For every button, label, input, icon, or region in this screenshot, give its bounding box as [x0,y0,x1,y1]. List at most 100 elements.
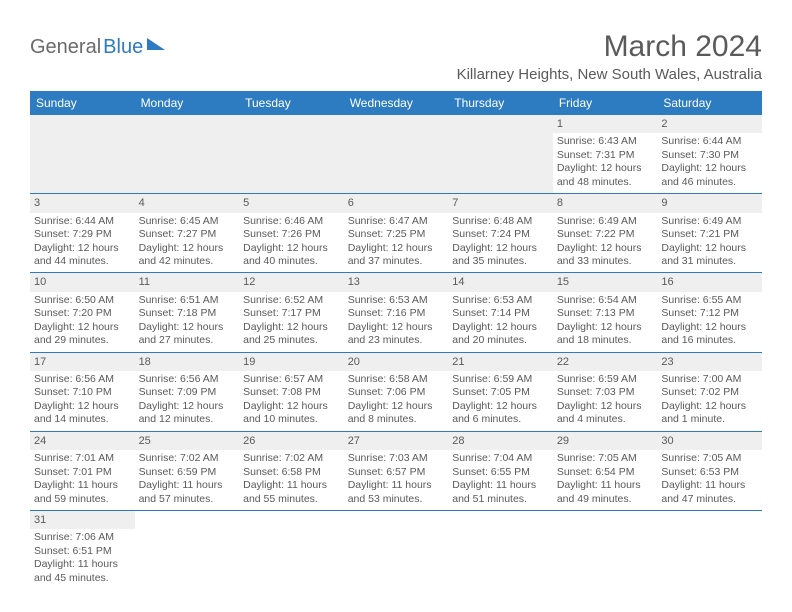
sunrise-text: Sunrise: 7:00 AM [661,373,758,386]
sunset-text: Sunset: 7:22 PM [557,228,654,241]
calendar-cell: 16Sunrise: 6:55 AMSunset: 7:12 PMDayligh… [657,273,762,352]
sunrise-text: Sunrise: 6:53 AM [452,294,549,307]
daylight-text: and 55 minutes. [243,493,340,506]
sunset-text: Sunset: 6:53 PM [661,466,758,479]
daylight-text: Daylight: 11 hours [661,479,758,492]
calendar-row: 24Sunrise: 7:01 AMSunset: 7:01 PMDayligh… [30,431,762,510]
day-number: 15 [557,276,569,288]
daylight-text: Daylight: 11 hours [34,558,131,571]
day-number-bar: 27 [344,432,449,450]
calendar-cell: 8Sunrise: 6:49 AMSunset: 7:22 PMDaylight… [553,194,658,273]
daylight-text: and 57 minutes. [139,493,236,506]
calendar-cell: 19Sunrise: 6:57 AMSunset: 7:08 PMDayligh… [239,352,344,431]
calendar: SundayMondayTuesdayWednesdayThursdayFrid… [30,91,762,589]
sunrise-text: Sunrise: 6:48 AM [452,215,549,228]
sunset-text: Sunset: 6:58 PM [243,466,340,479]
sunset-text: Sunset: 7:17 PM [243,307,340,320]
weekday-header: Wednesday [344,91,449,115]
calendar-header-row: SundayMondayTuesdayWednesdayThursdayFrid… [30,91,762,115]
day-number: 7 [452,197,458,209]
sunset-text: Sunset: 7:26 PM [243,228,340,241]
sunrise-text: Sunrise: 6:56 AM [139,373,236,386]
calendar-cell: 27Sunrise: 7:03 AMSunset: 6:57 PMDayligh… [344,431,449,510]
day-number-bar: 12 [239,273,344,291]
weekday-header: Sunday [30,91,135,115]
sunrise-text: Sunrise: 6:59 AM [452,373,549,386]
calendar-cell [135,115,240,194]
sunrise-text: Sunrise: 6:47 AM [348,215,445,228]
sunset-text: Sunset: 6:55 PM [452,466,549,479]
day-number-bar: 14 [448,273,553,291]
sunset-text: Sunset: 6:59 PM [139,466,236,479]
calendar-row: 17Sunrise: 6:56 AMSunset: 7:10 PMDayligh… [30,352,762,431]
daylight-text: and 59 minutes. [34,493,131,506]
daylight-text: and 12 minutes. [139,413,236,426]
day-number-bar: 18 [135,353,240,371]
daylight-text: and 6 minutes. [452,413,549,426]
day-number: 14 [452,276,464,288]
sunset-text: Sunset: 7:18 PM [139,307,236,320]
day-number-bar: 31 [30,511,135,529]
calendar-cell: 21Sunrise: 6:59 AMSunset: 7:05 PMDayligh… [448,352,553,431]
day-number-bar: 26 [239,432,344,450]
daylight-text: Daylight: 12 hours [139,242,236,255]
sunset-text: Sunset: 7:10 PM [34,386,131,399]
sunset-text: Sunset: 7:25 PM [348,228,445,241]
daylight-text: and 25 minutes. [243,334,340,347]
daylight-text: and 40 minutes. [243,255,340,268]
daylight-text: Daylight: 12 hours [557,242,654,255]
calendar-cell: 22Sunrise: 6:59 AMSunset: 7:03 PMDayligh… [553,352,658,431]
daylight-text: Daylight: 12 hours [661,242,758,255]
sunset-text: Sunset: 7:29 PM [34,228,131,241]
daylight-text: Daylight: 12 hours [348,400,445,413]
sunset-text: Sunset: 7:13 PM [557,307,654,320]
day-number-bar: 28 [448,432,553,450]
daylight-text: Daylight: 12 hours [34,321,131,334]
day-number: 18 [139,356,151,368]
day-number: 9 [661,197,667,209]
day-number-bar: 3 [30,194,135,212]
day-number: 10 [34,276,46,288]
calendar-cell: 23Sunrise: 7:00 AMSunset: 7:02 PMDayligh… [657,352,762,431]
daylight-text: Daylight: 12 hours [34,400,131,413]
daylight-text: and 46 minutes. [661,176,758,189]
daylight-text: and 51 minutes. [452,493,549,506]
calendar-cell: 11Sunrise: 6:51 AMSunset: 7:18 PMDayligh… [135,273,240,352]
calendar-row: 1Sunrise: 6:43 AMSunset: 7:31 PMDaylight… [30,115,762,194]
day-number-bar: 21 [448,353,553,371]
day-number-bar: 6 [344,194,449,212]
calendar-cell: 13Sunrise: 6:53 AMSunset: 7:16 PMDayligh… [344,273,449,352]
day-number: 29 [557,435,569,447]
sunset-text: Sunset: 7:12 PM [661,307,758,320]
sunset-text: Sunset: 7:06 PM [348,386,445,399]
sunrise-text: Sunrise: 6:59 AM [557,373,654,386]
daylight-text: Daylight: 12 hours [661,321,758,334]
calendar-row: 31Sunrise: 7:06 AMSunset: 6:51 PMDayligh… [30,510,762,589]
sunset-text: Sunset: 7:14 PM [452,307,549,320]
day-number: 21 [452,356,464,368]
day-number: 8 [557,197,563,209]
sunset-text: Sunset: 7:20 PM [34,307,131,320]
daylight-text: Daylight: 12 hours [348,321,445,334]
daylight-text: Daylight: 11 hours [348,479,445,492]
day-number-bar: 8 [553,194,658,212]
day-number: 30 [661,435,673,447]
day-number-bar: 4 [135,194,240,212]
sunrise-text: Sunrise: 6:56 AM [34,373,131,386]
daylight-text: and 48 minutes. [557,176,654,189]
daylight-text: Daylight: 12 hours [34,242,131,255]
page: General Blue March 2024 Killarney Height… [0,0,792,589]
daylight-text: and 49 minutes. [557,493,654,506]
daylight-text: and 10 minutes. [243,413,340,426]
sunrise-text: Sunrise: 7:05 AM [661,452,758,465]
calendar-cell: 29Sunrise: 7:05 AMSunset: 6:54 PMDayligh… [553,431,658,510]
calendar-cell: 26Sunrise: 7:02 AMSunset: 6:58 PMDayligh… [239,431,344,510]
day-number: 31 [34,514,46,526]
day-number: 17 [34,356,46,368]
day-number-bar: 17 [30,353,135,371]
daylight-text: Daylight: 12 hours [139,321,236,334]
sunrise-text: Sunrise: 6:55 AM [661,294,758,307]
day-number: 25 [139,435,151,447]
header: General Blue March 2024 Killarney Height… [30,30,762,83]
sunset-text: Sunset: 7:31 PM [557,149,654,162]
